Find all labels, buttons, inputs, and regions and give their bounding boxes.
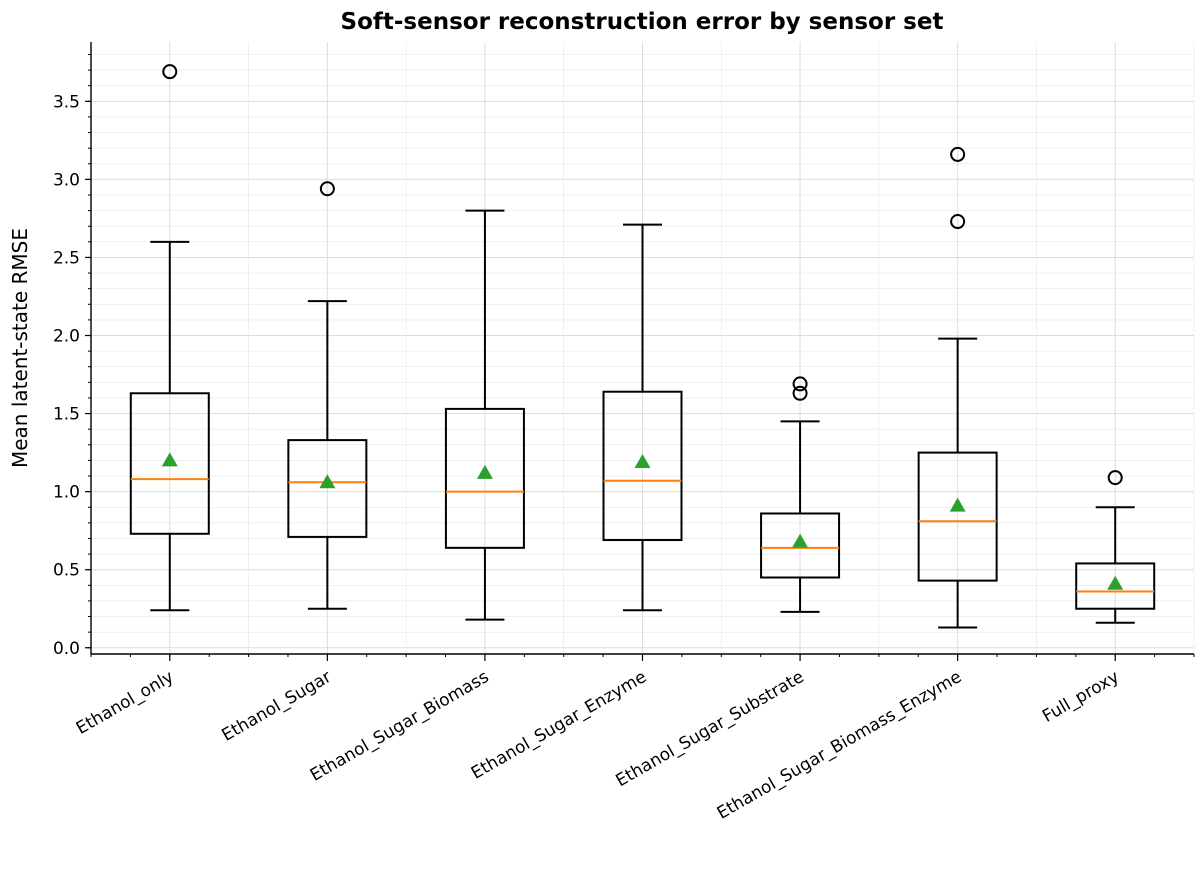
axes-layer: 0.0 0.5 1.0 1.5 2.0 2.5 3.0 3.5 Ethanol_only Etha… <box>53 42 1195 824</box>
x-category-label: Ethanol_only <box>73 667 177 739</box>
y-tick-label: 2.0 <box>53 327 80 347</box>
iqr-box <box>1075 562 1156 610</box>
iqr-box <box>602 390 683 542</box>
mean-marker <box>949 497 966 512</box>
x-category-label: Full_proxy <box>1039 667 1123 727</box>
chart-title: Soft-sensor reconstruction error by sens… <box>341 9 944 35</box>
box-group <box>129 64 210 612</box>
outlier-point <box>162 64 178 80</box>
x-category-label: Ethanol_Sugar_Enzyme <box>468 667 650 784</box>
y-tick-label: 2.5 <box>53 248 80 268</box>
box-group <box>287 181 368 610</box>
iqr-box <box>917 451 998 582</box>
mean-marker <box>161 452 178 467</box>
mean-marker <box>319 474 336 489</box>
outlier-point <box>1107 470 1123 486</box>
mean-marker <box>634 453 651 468</box>
mean-marker <box>476 464 493 479</box>
y-tick-label: 1.0 <box>53 483 80 503</box>
box-group <box>444 209 525 621</box>
y-tick-label: 0.5 <box>53 561 80 581</box>
outlier-point <box>792 385 808 401</box>
mean-marker <box>792 533 809 548</box>
mean-marker <box>1107 575 1124 590</box>
y-tick-label: 1.5 <box>53 405 80 425</box>
box-group <box>602 223 683 612</box>
outlier-point <box>950 146 966 162</box>
y-tick-label: 3.5 <box>53 92 80 112</box>
iqr-box <box>287 439 368 538</box>
boxes-layer <box>129 64 1156 629</box>
iqr-box <box>129 392 210 535</box>
x-category-label: Ethanol_Sugar_Biomass <box>307 667 493 786</box>
box-group <box>917 146 998 629</box>
outlier-point <box>792 376 808 392</box>
x-category-label: Ethanol_Sugar <box>219 667 335 746</box>
y-axis-label: Mean latent-state RMSE <box>8 228 32 468</box>
box-group <box>760 376 841 613</box>
x-category-label: Ethanol_Sugar_Biomass_Enzyme <box>714 667 965 824</box>
iqr-box <box>760 512 841 579</box>
y-tick-label: 0.0 <box>53 639 80 659</box>
box-group <box>1075 470 1156 624</box>
outlier-point <box>950 214 966 230</box>
outlier-point <box>319 181 335 197</box>
iqr-box <box>444 407 525 549</box>
y-tick-label: 3.0 <box>53 170 80 190</box>
